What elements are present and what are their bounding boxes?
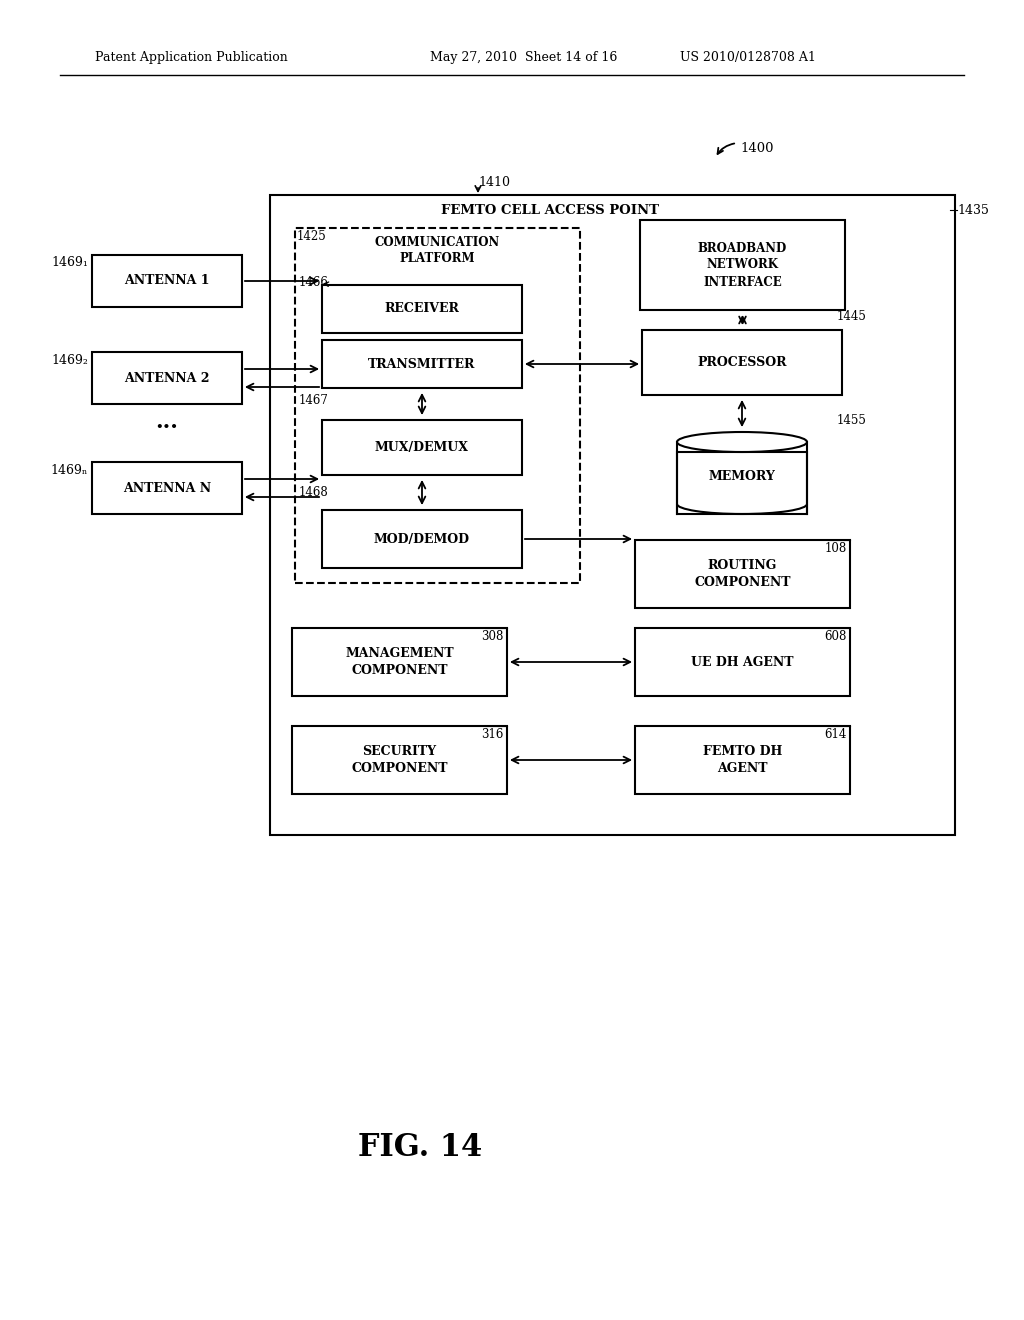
Bar (322, 285, 522, 333)
Bar (635, 628, 850, 696)
Bar (642, 330, 842, 395)
Text: SECURITY
COMPONENT: SECURITY COMPONENT (351, 744, 447, 775)
Bar (92, 255, 242, 308)
Bar (640, 220, 845, 310)
Text: 1469ₙ: 1469ₙ (50, 463, 88, 477)
Bar (635, 540, 850, 609)
Bar (92, 352, 242, 404)
Text: 1466: 1466 (299, 276, 329, 289)
Text: ANTENNA 1: ANTENNA 1 (124, 275, 210, 288)
Text: MANAGEMENT
COMPONENT: MANAGEMENT COMPONENT (345, 647, 454, 677)
Text: FIG. 14: FIG. 14 (357, 1133, 482, 1163)
Bar (92, 462, 242, 513)
Text: US 2010/0128708 A1: US 2010/0128708 A1 (680, 51, 816, 65)
Text: MEMORY: MEMORY (709, 470, 775, 483)
Text: 614: 614 (824, 729, 847, 741)
Text: ANTENNA N: ANTENNA N (123, 482, 211, 495)
Bar (295, 228, 580, 583)
Bar (292, 726, 507, 795)
Bar (635, 726, 850, 795)
Text: 1467: 1467 (299, 393, 329, 407)
Text: 1468: 1468 (299, 486, 329, 499)
Text: 1400: 1400 (740, 141, 773, 154)
Text: 316: 316 (481, 729, 504, 741)
Text: 1435: 1435 (957, 203, 989, 216)
Text: Patent Application Publication: Patent Application Publication (95, 51, 288, 65)
Text: COMMUNICATION
PLATFORM: COMMUNICATION PLATFORM (375, 235, 500, 264)
Text: 608: 608 (824, 630, 847, 643)
Text: MUX/DEMUX: MUX/DEMUX (375, 441, 469, 454)
Text: 1455: 1455 (837, 413, 867, 426)
Text: May 27, 2010  Sheet 14 of 16: May 27, 2010 Sheet 14 of 16 (430, 51, 617, 65)
Text: BROADBAND
NETWORK
INTERFACE: BROADBAND NETWORK INTERFACE (698, 242, 787, 289)
Text: PROCESSOR: PROCESSOR (697, 356, 786, 370)
Text: FEMTO CELL ACCESS POINT: FEMTO CELL ACCESS POINT (441, 203, 659, 216)
Text: TRANSMITTER: TRANSMITTER (369, 358, 476, 371)
Bar (322, 420, 522, 475)
Text: UE DH AGENT: UE DH AGENT (691, 656, 794, 668)
Text: FEMTO DH
AGENT: FEMTO DH AGENT (702, 744, 782, 775)
Text: 1469₂: 1469₂ (51, 354, 88, 367)
Text: ...: ... (156, 411, 178, 433)
Text: RECEIVER: RECEIVER (385, 302, 460, 315)
Bar (677, 451, 807, 513)
Text: 1425: 1425 (297, 230, 327, 243)
Text: 308: 308 (481, 630, 504, 643)
Text: 108: 108 (824, 543, 847, 554)
Text: ROUTING
COMPONENT: ROUTING COMPONENT (694, 558, 791, 589)
Bar (270, 195, 955, 836)
Ellipse shape (677, 432, 807, 451)
Text: 1445: 1445 (837, 310, 867, 323)
Bar (322, 341, 522, 388)
Text: 1410: 1410 (478, 177, 510, 190)
Bar (322, 510, 522, 568)
Bar (292, 628, 507, 696)
Text: MOD/DEMOD: MOD/DEMOD (374, 532, 470, 545)
Text: ANTENNA 2: ANTENNA 2 (124, 371, 210, 384)
Text: 1469₁: 1469₁ (51, 256, 88, 269)
